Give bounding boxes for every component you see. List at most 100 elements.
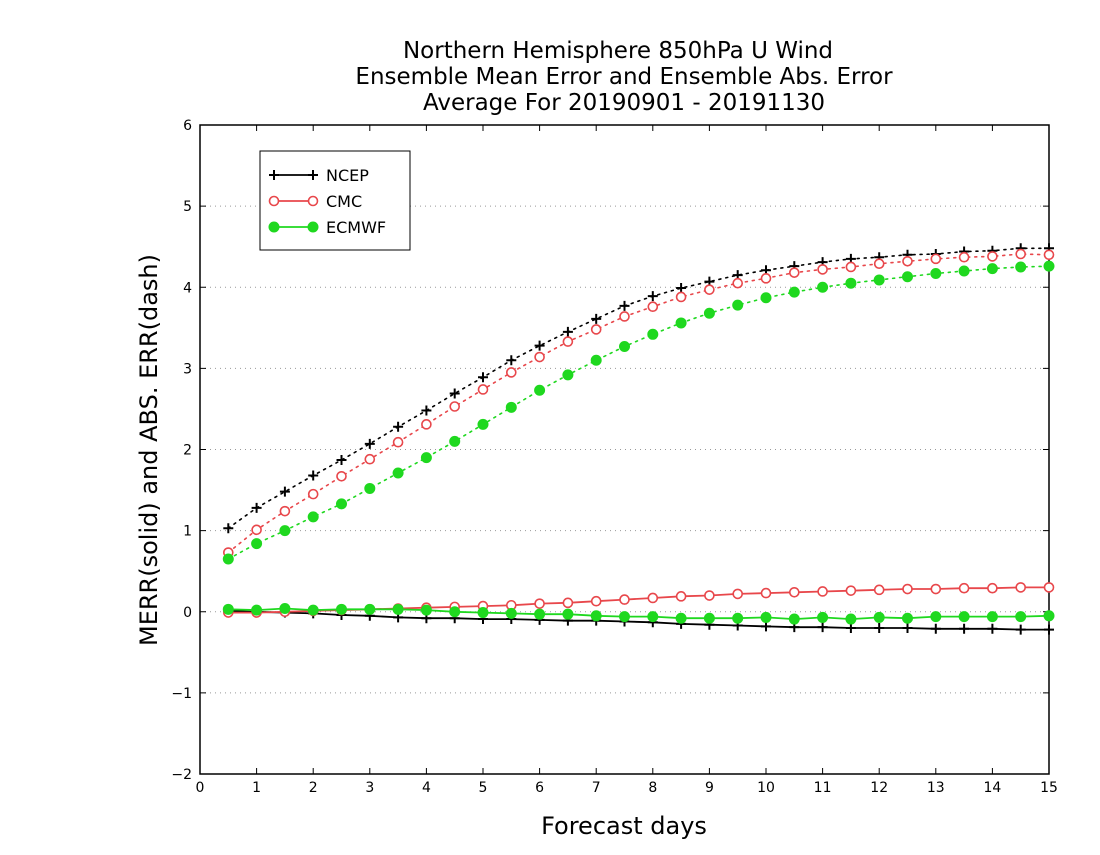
x-tick-label: 12 — [870, 780, 888, 796]
abs-err-point — [364, 453, 376, 465]
mean-err-point — [959, 623, 970, 634]
mean-err-point — [874, 622, 885, 633]
mean-err-point — [761, 621, 771, 632]
abs-err-point — [676, 283, 687, 294]
mean-err-point — [590, 595, 602, 607]
x-tick-label: 11 — [814, 780, 832, 796]
chart-title-line-1: Northern Hemisphere 850hPa U Wind — [403, 38, 833, 64]
abs-err-point — [675, 317, 687, 329]
legend-label-ecmwf: ECMWF — [326, 218, 386, 237]
abs-err-point — [591, 313, 602, 324]
abs-err-point — [704, 284, 715, 295]
abs-err-point — [590, 354, 602, 366]
mean-err-point — [732, 588, 744, 600]
mean-err-point — [732, 612, 744, 624]
mean-err-point — [788, 586, 800, 598]
mean-err-point — [1015, 582, 1027, 593]
abs-err-point — [1043, 249, 1055, 261]
abs-err-point — [987, 251, 998, 262]
legend-marker — [268, 221, 280, 233]
abs-err-point — [619, 300, 630, 311]
mean-err-point — [336, 603, 347, 615]
mean-err-point — [986, 611, 998, 623]
abs-err-point — [1015, 248, 1027, 260]
abs-err-point — [449, 388, 460, 399]
abs-err-point — [958, 251, 970, 263]
abs-err-point — [1015, 261, 1027, 273]
abs-err-point — [1043, 260, 1055, 272]
legend-marker — [307, 195, 319, 207]
abs-err-line-ecmwf — [227, 265, 1050, 560]
legend-marker — [269, 170, 279, 180]
x-tick-label: 6 — [535, 780, 544, 796]
mean-err-point — [534, 608, 546, 620]
mean-err-point — [930, 583, 942, 595]
mean-err-point — [1043, 582, 1055, 593]
abs-err-point — [902, 271, 913, 283]
legend-label-ncep: NCEP — [326, 166, 369, 185]
y-tick-label: 3 — [183, 361, 192, 377]
mean-err-point — [1044, 624, 1054, 635]
mean-err-point — [279, 603, 291, 615]
y-tick-label: 2 — [183, 443, 192, 459]
mean-err-point — [902, 622, 913, 633]
abs-err-point — [732, 277, 744, 289]
mean-err-point — [1015, 611, 1027, 623]
abs-err-point — [845, 277, 857, 289]
x-tick-label: 15 — [1040, 780, 1058, 796]
y-tick-label: 1 — [183, 524, 192, 540]
abs-err-point — [478, 372, 488, 383]
abs-err-point — [534, 384, 546, 396]
mean-err-point — [222, 603, 234, 615]
series-group — [222, 243, 1055, 635]
abs-err-point — [420, 452, 432, 464]
abs-err-point — [477, 418, 489, 430]
abs-err-point — [506, 355, 517, 366]
abs-err-point — [732, 299, 744, 311]
abs-err-point — [505, 367, 517, 378]
mean-err-point — [958, 611, 970, 623]
mean-err-line-ecmwf — [228, 607, 1050, 621]
abs-err-point — [392, 436, 404, 448]
abs-err-point — [930, 253, 942, 265]
mean-err-point — [704, 590, 715, 601]
abs-err-point — [760, 292, 772, 304]
mean-err-point — [930, 611, 942, 623]
abs-err-point — [336, 470, 347, 482]
legend-item-cmc: CMC — [268, 192, 362, 211]
mean-err-point — [817, 622, 828, 633]
x-tick-label: 5 — [479, 780, 488, 796]
abs-err-point — [703, 307, 715, 319]
abs-err-point — [279, 505, 291, 517]
abs-err-point — [788, 267, 800, 278]
chart-title-line-2: Ensemble Mean Error and Ensemble Abs. Er… — [355, 64, 893, 90]
abs-err-point — [562, 369, 574, 381]
mean-err-point — [364, 603, 376, 615]
mean-err-point — [845, 585, 857, 596]
x-tick-label: 10 — [757, 780, 775, 796]
abs-err-point — [986, 263, 998, 275]
mean-err-point — [987, 623, 998, 634]
mean-err-point — [675, 591, 687, 602]
mean-err-point — [562, 597, 574, 609]
mean-err-point — [420, 604, 432, 616]
mean-err-point — [873, 584, 885, 596]
mean-err-point — [760, 611, 772, 623]
abs-err-point — [647, 301, 659, 313]
legend-marker — [268, 195, 280, 207]
mean-err-point — [902, 612, 913, 624]
abs-err-point — [336, 455, 347, 466]
x-tick-label: 13 — [927, 780, 945, 796]
series-ncep — [223, 243, 1054, 635]
mean-err-point — [845, 622, 856, 633]
abs-err-line-cmc — [227, 253, 1050, 554]
y-tick-label: 0 — [183, 605, 192, 621]
x-tick-label: 2 — [309, 780, 318, 796]
abs-err-point — [845, 261, 857, 273]
abs-err-point — [817, 264, 828, 275]
x-tick-label: 14 — [983, 780, 1001, 796]
abs-err-point — [421, 419, 432, 430]
mean-err-point — [1015, 624, 1026, 635]
